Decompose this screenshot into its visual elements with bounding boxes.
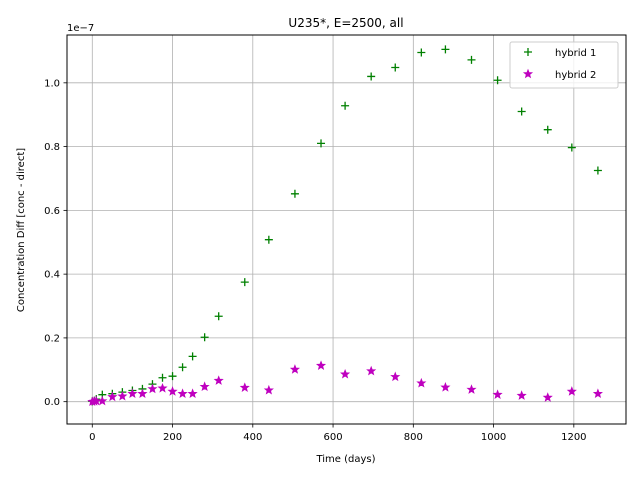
plot-frame	[66, 34, 627, 425]
x-tick-label: 1000	[481, 432, 506, 443]
y-tick-label: 0.2	[44, 333, 60, 344]
y-offset-label: 1e−7	[67, 23, 94, 34]
data-point	[416, 377, 427, 388]
data-point	[315, 360, 327, 370]
data-point	[390, 371, 401, 382]
data-point	[239, 382, 250, 392]
data-points	[87, 45, 603, 406]
data-point	[290, 189, 299, 198]
data-point	[366, 365, 377, 376]
data-point	[117, 390, 128, 401]
data-point	[147, 383, 158, 394]
data-point	[127, 388, 138, 399]
y-tick-label: 0.4	[44, 270, 60, 281]
data-point	[199, 381, 210, 391]
data-point	[157, 382, 168, 393]
data-point	[441, 45, 450, 54]
x-tick-label: 1200	[561, 432, 586, 443]
data-point	[517, 107, 526, 116]
data-point	[492, 389, 503, 399]
data-point	[516, 390, 527, 400]
data-point	[240, 278, 249, 287]
data-point	[467, 55, 476, 64]
data-point	[543, 125, 552, 134]
legend-marker-hybrid-2	[522, 68, 534, 79]
data-point	[592, 388, 603, 399]
chart-title: U235*, E=2500, all	[288, 16, 403, 30]
data-point	[566, 386, 577, 396]
y-tick-label: 1.0	[44, 78, 60, 89]
data-point	[177, 388, 188, 399]
data-point	[200, 333, 209, 342]
x-tick-label: 400	[243, 432, 262, 443]
x-tick-label: 800	[404, 432, 423, 443]
data-point	[341, 101, 350, 110]
y-tick-label: 0.0	[44, 397, 60, 408]
legend-marker	[524, 48, 532, 56]
data-point	[466, 384, 477, 394]
data-point	[391, 63, 400, 72]
data-point	[263, 384, 274, 395]
series-2	[87, 360, 603, 406]
legend-marker	[522, 68, 534, 79]
data-point	[168, 372, 177, 381]
grid	[67, 35, 626, 424]
data-point	[367, 72, 376, 81]
y-axis-label: Concentration Diff [conc - direct]	[16, 148, 27, 312]
data-point	[542, 392, 553, 402]
data-point	[417, 48, 426, 57]
legend: hybrid 1 hybrid 2	[509, 41, 619, 89]
data-point	[593, 166, 602, 175]
data-point	[567, 143, 576, 152]
legend-label-hybrid-2: hybrid 2	[555, 70, 596, 81]
legend-box	[509, 41, 619, 89]
data-point	[188, 352, 197, 361]
legend-marker-hybrid-1	[524, 48, 532, 56]
data-point	[317, 139, 326, 148]
data-point	[178, 363, 187, 372]
x-tick-label: 200	[163, 432, 182, 443]
data-point	[214, 312, 223, 321]
data-point	[107, 391, 118, 402]
legend-label-hybrid-1: hybrid 1	[555, 48, 596, 59]
data-point	[187, 388, 198, 399]
data-point	[340, 368, 351, 379]
data-point	[213, 375, 224, 385]
y-tick-label: 0.6	[44, 206, 60, 217]
y-tick-label: 0.8	[44, 142, 60, 153]
x-tick-label: 0	[89, 432, 95, 443]
data-point	[97, 395, 108, 406]
data-point	[289, 364, 300, 374]
data-point	[440, 382, 451, 392]
x-tick-label: 600	[324, 432, 343, 443]
axis-ticks: 0 200 400 600 800 1000 1200 0.0 0.2 0.4 0.6 0.8 1.0	[44, 78, 586, 443]
data-point	[167, 386, 178, 396]
data-point	[137, 388, 148, 399]
data-point	[158, 373, 167, 382]
data-point	[264, 235, 273, 244]
data-point	[493, 76, 502, 85]
x-axis-label: Time (days)	[315, 454, 375, 465]
